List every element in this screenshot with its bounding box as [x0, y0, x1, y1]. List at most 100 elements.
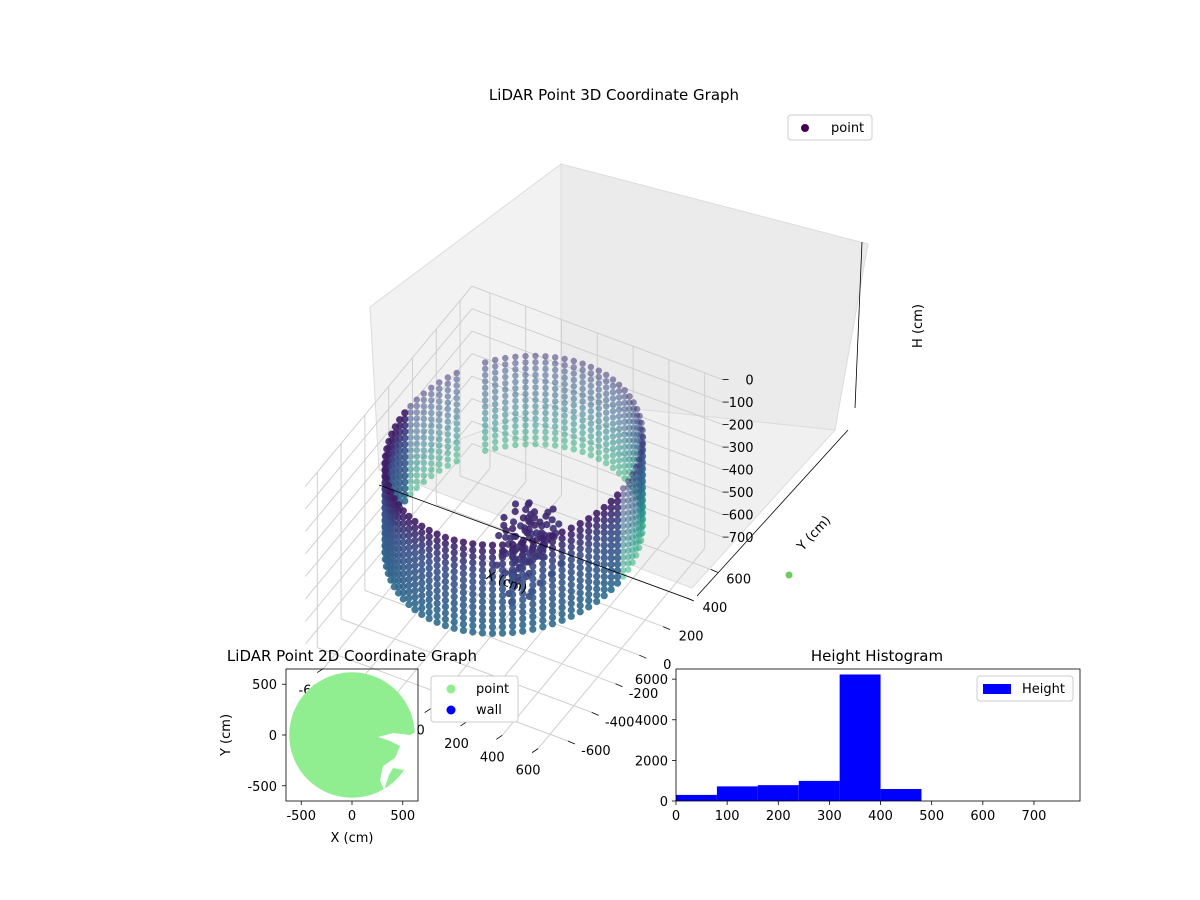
point-3d: [579, 448, 586, 456]
point-3d: [539, 616, 547, 625]
point-3d: [552, 366, 559, 374]
point-3d: [450, 618, 458, 626]
point-3d: [411, 536, 419, 545]
point-3d: [411, 580, 419, 589]
point-3d: [620, 504, 627, 511]
point-3d: [498, 560, 507, 568]
point-3d: [512, 385, 519, 392]
point-3d: [522, 441, 529, 448]
point-3d: [607, 554, 615, 562]
point-3d: [420, 434, 427, 441]
point-3d: [383, 445, 391, 453]
point-3d: [561, 399, 568, 407]
point-3d: [542, 422, 549, 429]
point-3d: [576, 538, 584, 547]
point-3d: [394, 501, 403, 509]
point-3d: [548, 620, 557, 628]
point-3d: [433, 580, 441, 589]
point-3d: [396, 416, 404, 424]
point-3d: [548, 601, 557, 609]
hist-title: Height Histogram: [811, 647, 943, 665]
point-3d: [492, 407, 499, 414]
point-3d: [609, 401, 617, 408]
point-3d: [411, 543, 419, 551]
point-3d: [625, 503, 632, 510]
point-3d: [579, 417, 586, 424]
point-3d: [570, 376, 577, 384]
point-3d: [508, 578, 517, 586]
point-3d: [407, 478, 414, 485]
point-3d: [539, 566, 547, 574]
point-3d: [621, 412, 628, 419]
point-3d: [525, 517, 533, 525]
point-3d: [585, 540, 593, 548]
point-3d: [519, 589, 527, 598]
x-axis-line: [378, 484, 693, 601]
point-3d: [620, 560, 627, 568]
point-3d: [609, 452, 617, 459]
point-3d: [615, 406, 623, 414]
legend-hist-marker: [983, 684, 1011, 694]
point-3d: [522, 378, 529, 385]
point-3d: [539, 623, 547, 631]
point-3d: [508, 591, 517, 599]
point-3d: [418, 579, 426, 587]
point-3d: [585, 565, 593, 573]
point-3d: [613, 567, 622, 575]
point-3d: [570, 395, 577, 402]
point-3d: [603, 459, 610, 467]
point-3d: [625, 534, 632, 542]
point-3d: [407, 453, 414, 460]
point-3d: [529, 550, 537, 558]
point-3d: [609, 433, 617, 440]
point-3d: [519, 621, 527, 629]
stray-point-3d: [785, 571, 793, 579]
point-3d: [482, 371, 489, 379]
point-3d: [620, 497, 627, 505]
point-3d: [418, 554, 426, 562]
point-3d: [579, 398, 586, 405]
point-3d: [609, 407, 617, 415]
point-3d: [508, 628, 517, 637]
point-3d: [399, 551, 407, 559]
point-3d: [444, 437, 451, 444]
point-3d: [603, 422, 610, 429]
point-3d: [413, 478, 420, 485]
point-3d: [615, 457, 623, 464]
point-3d: [593, 547, 601, 555]
point-3d: [542, 409, 549, 417]
point-3d: [450, 549, 458, 557]
y-tick-3d: [639, 654, 647, 659]
point-3d: [567, 556, 575, 564]
point-3d: [570, 408, 577, 415]
point-3d: [444, 462, 451, 469]
point-3d: [418, 585, 426, 593]
point-3d: [453, 376, 460, 383]
z-tick-label-3d: 0: [745, 374, 753, 389]
point-3d: [498, 547, 507, 555]
point-3d: [532, 384, 539, 391]
point-3d: [542, 365, 549, 373]
point-3d: [433, 568, 441, 576]
point-3d: [469, 552, 477, 561]
point-3d: [607, 541, 615, 550]
point-3d: [405, 588, 413, 596]
point-3d: [620, 541, 627, 549]
point-3d: [512, 410, 519, 417]
point-3d: [549, 505, 557, 513]
point-3d: [548, 576, 557, 584]
point-3d: [498, 617, 507, 625]
point-3d: [413, 465, 420, 473]
point-3d: [469, 540, 477, 548]
point-3d: [625, 522, 632, 529]
point-3d: [587, 433, 595, 440]
z-axis-label-3d: H (cm): [911, 304, 926, 348]
point-3d: [552, 373, 559, 380]
point-3d: [587, 395, 595, 402]
point-3d: [593, 579, 601, 587]
point-3d: [436, 404, 443, 411]
x-tick-label-hist: 400: [868, 809, 893, 824]
point-3d: [512, 429, 519, 436]
point-3d: [585, 603, 593, 611]
point-3d: [613, 516, 622, 524]
